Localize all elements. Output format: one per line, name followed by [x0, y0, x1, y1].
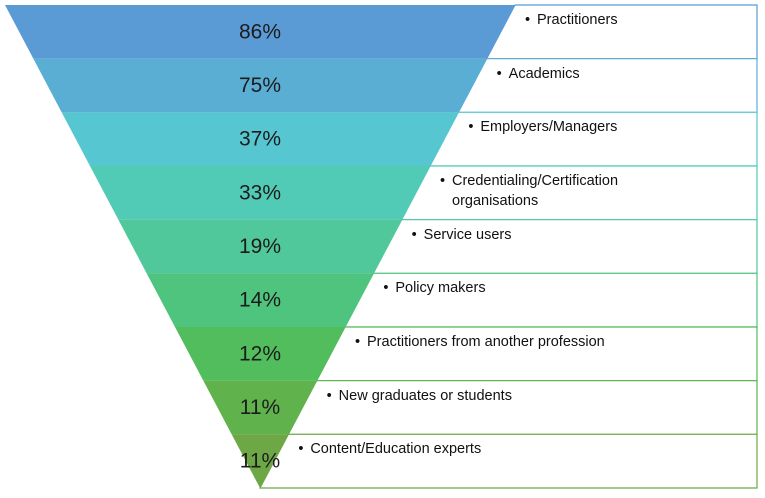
value-label: 75% — [239, 74, 281, 97]
category-label: Practitioners from another profession — [355, 332, 605, 352]
value-label: 33% — [239, 181, 281, 204]
funnel-segment — [5, 5, 515, 59]
category-label: Practitioners — [525, 10, 618, 30]
category-label: Policy makers — [383, 278, 485, 298]
category-label: Academics — [497, 64, 580, 84]
funnel-segment — [118, 219, 402, 274]
value-label: 14% — [239, 289, 281, 312]
value-label: 19% — [239, 235, 281, 258]
category-label: New graduates or students — [327, 386, 512, 406]
funnel-segment — [203, 380, 317, 435]
category-label: Employers/Managers — [468, 117, 617, 137]
category-label: Credentialing/Certification organisation… — [440, 171, 618, 211]
funnel-segment — [146, 273, 374, 327]
funnel-segment — [90, 166, 430, 220]
category-label: Service users — [412, 225, 512, 245]
funnel-segment — [33, 58, 487, 113]
value-label: 11% — [240, 396, 280, 419]
funnel-segment — [175, 327, 345, 381]
value-label: 37% — [239, 128, 281, 151]
category-label: Content/Education experts — [298, 439, 481, 459]
value-label: 11% — [240, 450, 280, 473]
funnel-segment — [231, 434, 289, 488]
funnel-segment — [61, 112, 459, 166]
value-label: 86% — [239, 20, 281, 43]
value-label: 12% — [239, 342, 281, 365]
